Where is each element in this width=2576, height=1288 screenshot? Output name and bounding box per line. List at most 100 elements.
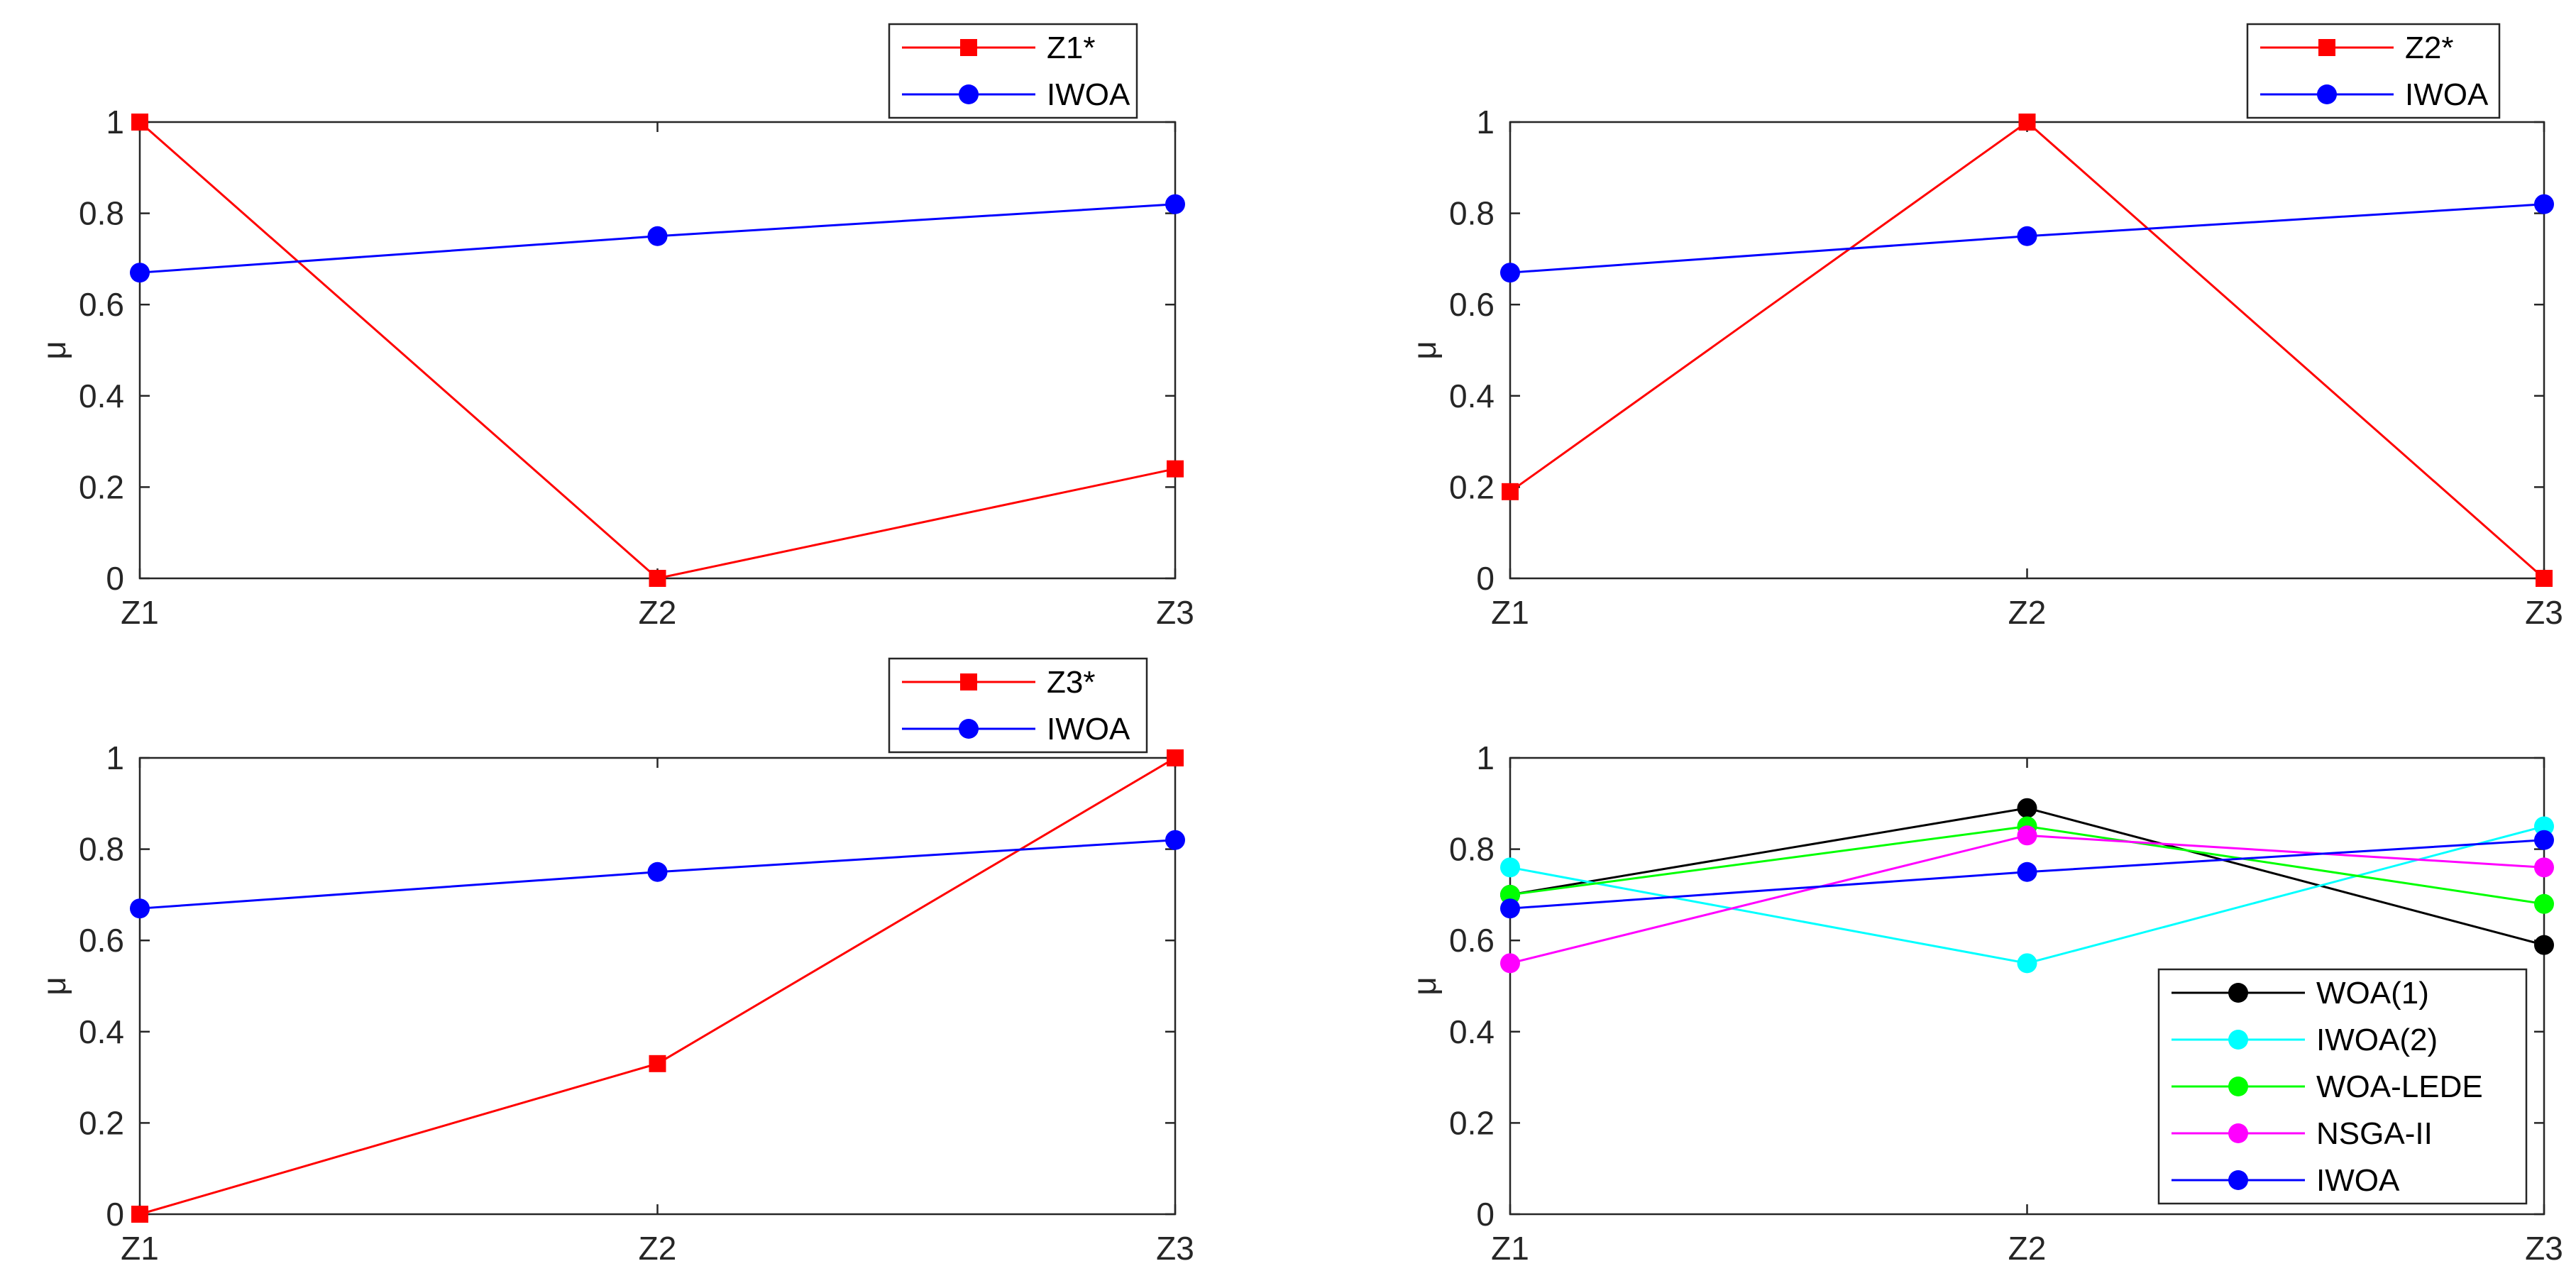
y-tick-label: 0.6 bbox=[1449, 922, 1495, 959]
x-tick-label: Z1 bbox=[121, 594, 159, 631]
legend-marker bbox=[960, 39, 977, 56]
y-tick-label: 0.4 bbox=[1449, 378, 1495, 414]
legend: Z2* IWOA bbox=[2246, 23, 2501, 119]
data-point bbox=[1500, 263, 1520, 283]
chart-panel-4: 0 0.2 0.4 0.6 0.8 1 Z1 Z2 Z3 μ WOA(1) IWOA(2) WOA-LE… bbox=[1406, 739, 2563, 1267]
chart-panel-3: 0 0.2 0.4 0.6 0.8 1 Z1 Z2 Z3 μ Z3* IWOA bbox=[35, 657, 1194, 1267]
y-tick-label: 0.8 bbox=[79, 195, 124, 232]
x-tick-label: Z3 bbox=[2525, 594, 2563, 631]
data-point bbox=[2534, 857, 2554, 878]
y-tick-label: 1 bbox=[106, 739, 124, 776]
data-point bbox=[1167, 460, 1184, 478]
legend-marker bbox=[2228, 1077, 2248, 1096]
y-tick-label: 0 bbox=[1476, 1196, 1495, 1233]
data-point bbox=[2534, 194, 2554, 214]
data-point bbox=[647, 226, 668, 246]
legend-label: WOA-LEDE bbox=[2316, 1069, 2483, 1104]
series-Z1* bbox=[131, 114, 1184, 587]
series-Z3* bbox=[131, 749, 1184, 1223]
chart-panel-2: 0 0.2 0.4 0.6 0.8 1 Z1 Z2 Z3 μ Z2* IWOA bbox=[1406, 23, 2563, 631]
y-tick-label: 0.2 bbox=[79, 1104, 124, 1141]
y-tick-label: 1 bbox=[106, 104, 124, 141]
x-tick-label: Z1 bbox=[121, 1230, 159, 1267]
data-point bbox=[2534, 830, 2554, 850]
plot-area bbox=[1509, 121, 2545, 580]
series-IWOA bbox=[130, 830, 1185, 919]
legend-marker bbox=[2318, 39, 2335, 56]
data-point bbox=[131, 114, 148, 131]
series-IWOA(2) bbox=[1500, 816, 2554, 974]
data-point bbox=[1165, 830, 1185, 850]
y-tick-label: 0.8 bbox=[1449, 831, 1495, 868]
legend-label: Z3* bbox=[1047, 665, 1095, 700]
y-tick-label: 0 bbox=[106, 560, 124, 597]
legend-label: Z1* bbox=[1047, 31, 1095, 65]
chart-panel-1: 0 0.2 0.4 0.6 0.8 1 Z1 Z2 Z3 μ Z1* IWOA bbox=[35, 23, 1194, 631]
legend-marker bbox=[959, 719, 979, 739]
y-axis-label: μ bbox=[1406, 976, 1443, 996]
y-tick-label: 0.6 bbox=[79, 286, 124, 323]
x-tick-label: Z3 bbox=[2525, 1230, 2563, 1267]
x-tick-label: Z2 bbox=[2008, 594, 2047, 631]
data-point bbox=[2536, 570, 2553, 587]
y-tick-label: 0.4 bbox=[79, 1013, 124, 1050]
x-tick-label: Z2 bbox=[639, 1230, 677, 1267]
legend-box bbox=[2246, 23, 2501, 119]
data-point bbox=[2017, 825, 2037, 846]
data-point bbox=[2534, 893, 2554, 914]
legend-box bbox=[888, 23, 1138, 119]
data-point bbox=[2017, 953, 2037, 974]
data-point bbox=[131, 1206, 148, 1223]
x-tick-label: Z1 bbox=[1491, 1230, 1529, 1267]
legend-label: IWOA bbox=[2405, 77, 2489, 112]
y-tick-label: 0.8 bbox=[79, 831, 124, 868]
legend-marker bbox=[2228, 983, 2248, 1003]
legend-label: IWOA bbox=[1047, 712, 1130, 747]
y-tick-label: 0.2 bbox=[1449, 468, 1495, 505]
data-point bbox=[1167, 749, 1184, 766]
series-IWOA bbox=[130, 194, 1185, 283]
legend-label: WOA(1) bbox=[2316, 976, 2429, 1011]
legend-marker bbox=[2228, 1170, 2248, 1190]
data-point bbox=[1502, 483, 1519, 500]
y-axis-label: μ bbox=[1406, 341, 1443, 360]
legend: Z1* IWOA bbox=[888, 23, 1138, 119]
legend: WOA(1) IWOA(2) WOA-LEDE NSGA-II IWOA bbox=[2157, 968, 2528, 1205]
series-IWOA bbox=[1500, 194, 2554, 283]
data-point bbox=[2018, 114, 2036, 131]
data-point bbox=[130, 898, 150, 919]
x-tick-label: Z2 bbox=[2008, 1230, 2047, 1267]
y-tick-label: 1 bbox=[1476, 104, 1495, 141]
data-point bbox=[2017, 862, 2037, 882]
series-IWOA bbox=[1500, 830, 2554, 919]
y-axis-label: μ bbox=[35, 341, 72, 360]
legend-marker bbox=[2317, 84, 2337, 104]
legend-label: IWOA bbox=[2316, 1163, 2400, 1198]
legend-label: IWOA bbox=[1047, 77, 1130, 112]
data-point bbox=[1500, 898, 1520, 919]
data-point bbox=[1500, 857, 1520, 878]
data-point bbox=[1500, 953, 1520, 974]
legend-marker bbox=[959, 84, 979, 104]
plot-area bbox=[138, 756, 1177, 1216]
series-NSGA-II bbox=[1500, 825, 2554, 974]
legend-label: IWOA(2) bbox=[2316, 1023, 2438, 1057]
y-tick-label: 0.2 bbox=[1449, 1104, 1495, 1141]
plot-area bbox=[138, 121, 1177, 580]
legend-marker bbox=[2228, 1030, 2248, 1050]
y-tick-label: 0.6 bbox=[1449, 286, 1495, 323]
y-tick-label: 0.4 bbox=[79, 378, 124, 414]
data-point bbox=[2534, 935, 2554, 955]
x-tick-label: Z3 bbox=[1156, 1230, 1194, 1267]
legend-marker bbox=[2228, 1123, 2248, 1143]
data-point bbox=[2017, 798, 2037, 818]
y-tick-label: 0 bbox=[106, 1196, 124, 1233]
y-tick-label: 1 bbox=[1476, 739, 1495, 776]
series-Z2* bbox=[1502, 114, 2553, 587]
y-tick-label: 0.6 bbox=[79, 922, 124, 959]
legend: Z3* IWOA bbox=[888, 657, 1148, 754]
x-tick-label: Z3 bbox=[1156, 594, 1194, 631]
legend-box bbox=[888, 657, 1148, 754]
legend-label: Z2* bbox=[2405, 31, 2453, 65]
